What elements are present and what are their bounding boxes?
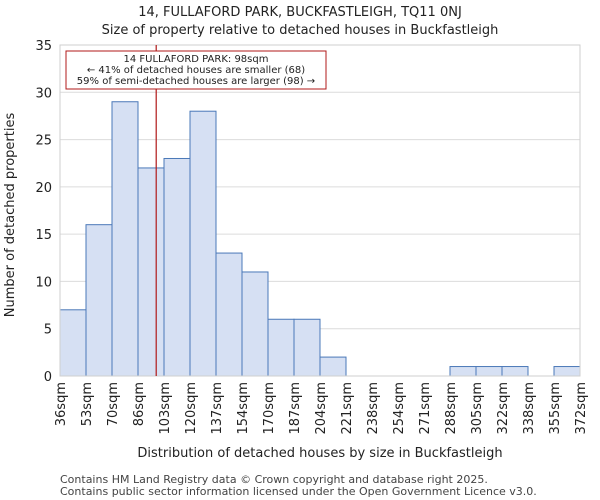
annotation-line-2: ← 41% of detached houses are smaller (68… xyxy=(87,65,305,76)
y-axis-label: Number of detached properties xyxy=(3,113,18,318)
bars xyxy=(59,101,581,377)
y-tick-label: 30 xyxy=(35,86,52,101)
y-tick-label: 5 xyxy=(44,323,52,338)
histogram-bar xyxy=(501,366,529,377)
histogram-bar xyxy=(267,318,295,377)
footer-line-2: Contains public sector information licen… xyxy=(60,485,537,498)
annotation-box: 14 FULLAFORD PARK: 98sqm ← 41% of detach… xyxy=(65,50,327,90)
histogram-bar xyxy=(475,366,503,377)
x-tick-label: 355sqm xyxy=(548,382,563,435)
chart-title: 14, FULLAFORD PARK, BUCKFASTLEIGH, TQ11 … xyxy=(138,5,462,20)
histogram-bar xyxy=(293,318,321,377)
x-tick-label: 254sqm xyxy=(392,382,407,435)
x-tick-label: 70sqm xyxy=(106,382,121,426)
x-tick-label: 103sqm xyxy=(158,382,173,435)
histogram-bar xyxy=(215,252,243,377)
histogram-bar xyxy=(449,366,477,377)
y-tick-label: 20 xyxy=(35,181,52,196)
x-tick-label: 221sqm xyxy=(340,382,355,435)
x-tick-label: 36sqm xyxy=(54,382,69,426)
annotation-line-3: 59% of semi-detached houses are larger (… xyxy=(77,76,315,87)
histogram-bar xyxy=(163,157,191,377)
footer-line-1: Contains HM Land Registry data © Crown c… xyxy=(60,473,488,486)
histogram-bar xyxy=(111,101,139,377)
x-tick-label: 137sqm xyxy=(210,382,225,435)
x-tick-label: 238sqm xyxy=(366,382,381,435)
annotation-frame xyxy=(65,50,327,90)
y-tick-label: 0 xyxy=(44,370,52,385)
y-tick-label: 35 xyxy=(35,39,52,54)
x-tick-label: 338sqm xyxy=(522,382,537,435)
histogram-bar xyxy=(189,110,217,377)
x-tick-label: 170sqm xyxy=(262,382,277,435)
histogram-bar xyxy=(59,309,87,377)
x-ticks: 36sqm 53sqm 70sqm 86sqm 103sqm 120sqm 137sqm 15… xyxy=(54,382,589,435)
y-tick-label: 10 xyxy=(35,275,52,290)
plot-frame xyxy=(59,44,581,377)
histogram-bar xyxy=(85,224,113,377)
x-tick-label: 204sqm xyxy=(314,382,329,435)
x-tick-label: 86sqm xyxy=(132,382,147,426)
y-tick-label: 25 xyxy=(35,134,52,149)
x-tick-label: 305sqm xyxy=(470,382,485,435)
histogram-bar xyxy=(319,356,347,377)
histogram-bar xyxy=(241,271,269,377)
x-tick-label: 120sqm xyxy=(184,382,199,435)
x-tick-label: 372sqm xyxy=(574,382,589,435)
x-axis-label: Distribution of detached houses by size … xyxy=(137,446,502,461)
x-tick-label: 187sqm xyxy=(288,382,303,435)
chart-subtitle: Size of property relative to detached ho… xyxy=(102,23,499,38)
y-tick-label: 15 xyxy=(35,228,52,243)
x-tick-label: 288sqm xyxy=(444,382,459,435)
x-tick-label: 154sqm xyxy=(236,382,251,435)
annotation-line-1: 14 FULLAFORD PARK: 98sqm xyxy=(124,54,269,65)
x-tick-label: 322sqm xyxy=(496,382,511,435)
y-ticks: 0 5 10 15 20 25 30 35 xyxy=(35,39,52,385)
x-tick-label: 271sqm xyxy=(418,382,433,435)
histogram-bar xyxy=(137,167,165,377)
x-tick-label: 53sqm xyxy=(80,382,95,426)
histogram-bar xyxy=(553,366,581,377)
